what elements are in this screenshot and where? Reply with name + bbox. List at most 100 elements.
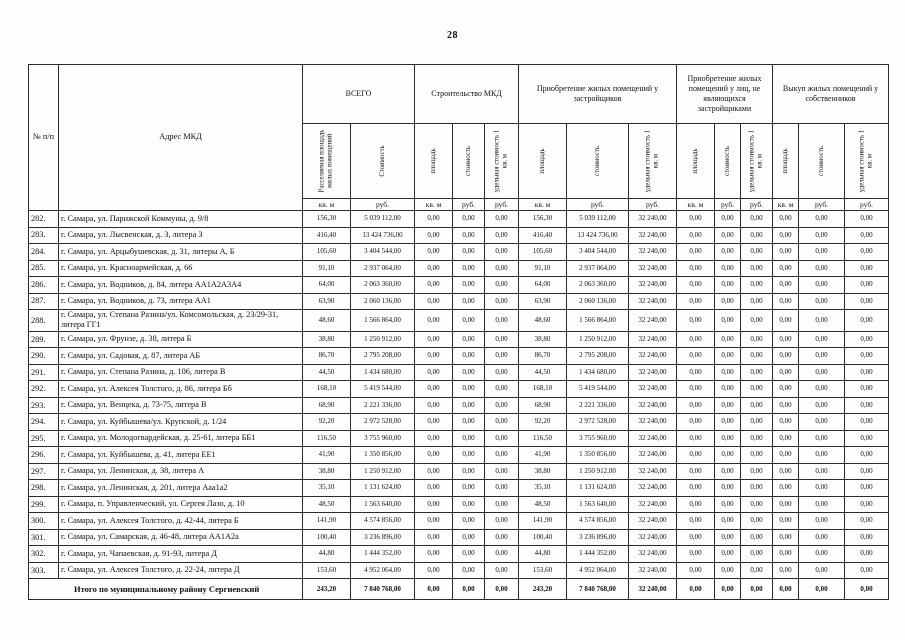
value-cell: 0,00 [772,545,800,563]
value-cell: 0,00 [714,309,742,332]
value-cell: 0,00 [452,512,486,530]
value-cell: 0,00 [714,226,742,244]
value-cell: 0,00 [414,512,454,530]
value-cell: 0,00 [484,561,520,580]
value-cell: 0,00 [714,462,742,481]
address-cell: г. Самара, ул. Куйбышева, д. 41, литера … [58,446,303,464]
table-row: 286. г. Самара, ул. Водников, д. 84, лите… [28,276,890,294]
value-cell: 0,00 [484,210,520,228]
table-row: 287. г. Самара, ул. Водников, д. 73, лите… [28,292,890,310]
subcolumn-header-label: площадь [781,148,789,174]
subcolumn-header-label: площадь [538,148,546,174]
unit-label-stroitelstvo-mkd-1: руб. [452,198,486,211]
address-cell: г. Самара, ул. Степана Разина, д. 106, л… [58,363,303,382]
header-row-units: кв. м руб. кв. м руб. руб. кв. м руб. руб. кв. м… [29,198,890,211]
value-cell: 0,00 [740,446,774,464]
subcolumn-header-label: стоимость [817,146,825,176]
address-cell: г. Самара, ул. Ленинская, д. 38, литера … [58,462,303,481]
value-cell: 3 404 544,00 [566,243,630,261]
value-cell: 44,80 [518,545,568,563]
value-cell: 5 419 544,00 [349,380,416,398]
table-row: 302. г. Самара, ул. Чапаевская, д. 91-93,… [28,545,890,563]
value-cell: 0,00 [484,528,520,547]
value-cell: 0,00 [714,495,742,514]
value-cell: 91,10 [302,259,351,277]
value-cell: 0,00 [798,330,846,349]
value-cell: 0,00 [740,276,774,294]
total-value-cell: 0,00 [714,578,742,601]
unit-label-stroitelstvo-mkd-2: руб. [484,198,520,211]
header-row-subcolumns: Расселяемая площадь жилых помещений Стоим… [29,123,890,199]
subcolumn-header-vykup-u-sobstvennikov-1: стоимость [798,123,846,199]
value-cell: 0,00 [740,347,774,365]
value-cell: 0,00 [714,292,742,310]
value-cell: 63,90 [518,292,568,310]
value-cell: 92,20 [302,413,351,431]
unit-label-priobretenie-u-zastroyshchikov-0: кв. м [518,198,568,211]
table-row: 298. г. Самара, ул. Ленинская, д. 201, ли… [28,479,890,497]
address-cell: г. Самара, ул. Самарская, д. 46-48, лите… [58,528,303,547]
value-cell: 0,00 [676,429,716,448]
value-cell: 0,00 [676,292,716,310]
value-cell: 1 350 856,00 [566,446,630,464]
table-row: 299. г. Самара, п. Управленческий, ул. Се… [28,495,890,514]
value-cell: 38,80 [518,330,568,349]
value-cell: 13 424 736,00 [566,226,630,244]
table-row: 300. г. Самара, ул. Алексея Толстого, д. … [28,512,890,530]
total-value-cell: 0,00 [740,578,774,601]
value-cell: 35,10 [518,479,568,497]
row-number-cell: 293. [28,396,59,415]
subcolumn-header-label: удельная стоимость 1 кв. м [644,129,660,193]
address-cell: г. Самара, ул. Садовая, д. 87, литера АБ [58,347,303,365]
value-cell: 0,00 [740,363,774,382]
value-cell: 35,10 [302,479,351,497]
total-value-cell: 243,20 [518,578,568,601]
value-cell: 0,00 [740,495,774,514]
value-cell: 0,00 [484,347,520,365]
value-cell: 0,00 [740,243,774,261]
value-cell: 32 240,00 [628,210,678,228]
value-cell: 0,00 [452,259,486,277]
value-cell: 116,50 [302,429,351,448]
address-cell: г. Самара, ул. Степана Разина/ул. Комсом… [58,309,303,332]
value-cell: 0,00 [452,330,486,349]
unit-label-priobretenie-u-lits-1: руб. [714,198,742,211]
value-cell: 0,00 [484,309,520,332]
unit-label-priobretenie-u-lits-0: кв. м [676,198,716,211]
table-row: 284. г. Самара, ул. Арцыбушевская, д. 31,… [28,243,890,261]
value-cell: 0,00 [484,276,520,294]
table-row: 293. г. Самара, ул. Венцека, д. 73-75, ли… [28,396,890,415]
value-cell: 44,50 [518,363,568,382]
value-cell: 0,00 [844,330,890,349]
unit-label-vsego-0: кв. м [302,198,351,211]
value-cell: 5 039 112,00 [349,210,416,228]
total-value-cell: 0,00 [676,578,716,601]
value-cell: 3 755 960,00 [349,429,416,448]
value-cell: 48,50 [302,495,351,514]
value-cell: 0,00 [484,495,520,514]
group-header-priobretenie-u-zastroyshchikov: Приобретение жилых помещений у застройщи… [518,64,678,124]
row-number-cell: 302. [28,545,59,563]
value-cell: 3 755 960,00 [566,429,630,448]
value-cell: 0,00 [772,429,800,448]
subcolumn-header-label: стоимость [723,146,731,176]
value-cell: 0,00 [844,276,890,294]
value-cell: 0,00 [772,561,800,580]
value-cell: 0,00 [772,413,800,431]
unit-label-priobretenie-u-zastroyshchikov-2: руб. [628,198,678,211]
row-number-cell: 297. [28,462,59,481]
value-cell: 0,00 [844,292,890,310]
value-cell: 0,00 [844,347,890,365]
value-cell: 44,80 [302,545,351,563]
value-cell: 0,00 [414,413,454,431]
value-cell: 32 240,00 [628,380,678,398]
value-cell: 0,00 [414,528,454,547]
address-cell: г. Самара, ул. Лысвенская, д. 3, литера … [58,226,303,244]
address-cell: г. Самара, ул. Парижской Коммуны, д. 9/8 [58,210,303,228]
value-cell: 0,00 [676,380,716,398]
unit-label-priobretenie-u-zastroyshchikov-1: руб. [566,198,630,211]
value-cell: 32 240,00 [628,545,678,563]
value-cell: 0,00 [484,446,520,464]
row-number-cell: 296. [28,446,59,464]
address-cell: г. Самара, п. Управленческий, ул. Сергея… [58,495,303,514]
